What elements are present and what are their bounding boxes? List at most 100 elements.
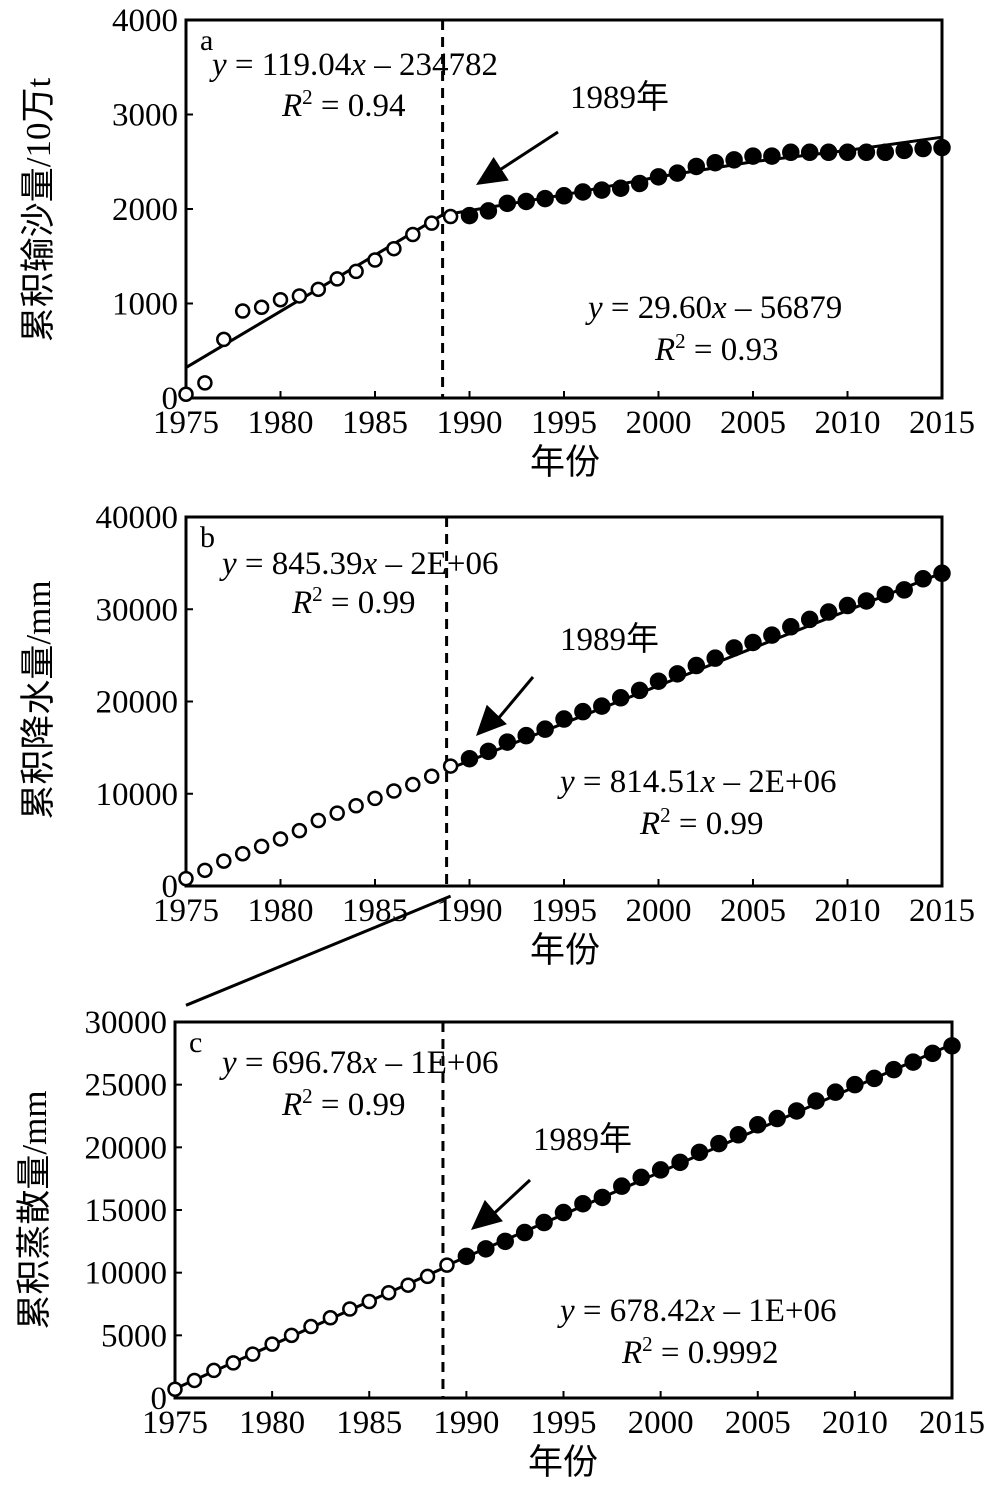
regression-equation-after: y = 678.42x – 1E+06	[557, 1293, 836, 1329]
data-point-after-1989	[846, 1075, 864, 1094]
data-point-before-1989	[253, 838, 270, 855]
break-year-label: 1989年	[570, 79, 669, 116]
data-point-after-1989	[819, 143, 838, 162]
y-tick-label: 2000	[112, 192, 178, 228]
data-point-before-1989	[216, 853, 232, 869]
data-point-after-1989	[933, 138, 951, 157]
x-tick-label: 1975	[153, 405, 219, 441]
data-point-before-1989	[216, 331, 232, 348]
data-point-after-1989	[555, 710, 573, 728]
data-point-before-1989	[310, 812, 327, 829]
y-tick-label: 10000	[96, 777, 179, 813]
y-tick-label: 25000	[85, 1068, 168, 1104]
data-point-before-1989	[234, 303, 251, 319]
data-point-after-1989	[593, 181, 611, 199]
data-point-before-1989	[197, 375, 213, 391]
y-tick-label: 20000	[96, 685, 179, 721]
data-point-after-1989	[763, 626, 781, 644]
data-point-before-1989	[423, 768, 440, 784]
data-point-after-1989	[800, 143, 819, 162]
y-axis-title: 累积输沙量/10万t	[19, 78, 58, 343]
r-squared-before: R2 = 0.99	[291, 582, 416, 621]
r-squared-before: R2 = 0.94	[281, 85, 406, 124]
data-point-after-1989	[477, 1240, 495, 1258]
x-tick-label: 1975	[153, 893, 219, 929]
data-point-before-1989	[405, 776, 421, 793]
r-squared-after: R2 = 0.9992	[621, 1332, 779, 1371]
data-point-before-1989	[442, 208, 459, 225]
arrow-head	[476, 156, 509, 185]
data-point-before-1989	[178, 386, 194, 402]
data-point-after-1989	[651, 1161, 670, 1179]
data-point-after-1989	[668, 665, 687, 683]
data-point-after-1989	[574, 702, 592, 721]
data-point-after-1989	[895, 581, 913, 599]
data-point-before-1989	[264, 1336, 280, 1352]
data-point-after-1989	[744, 147, 762, 165]
fit-line-1	[185, 894, 452, 1007]
data-point-after-1989	[923, 1044, 942, 1063]
data-point-before-1989	[386, 783, 402, 799]
data-point-after-1989	[819, 603, 838, 621]
x-tick-label: 2015	[919, 1405, 985, 1441]
y-tick-label: 0	[162, 381, 179, 417]
data-point-after-1989	[479, 202, 498, 220]
data-point-after-1989	[517, 192, 535, 211]
data-point-after-1989	[943, 1037, 961, 1055]
data-point-before-1989	[329, 805, 345, 821]
y-tick-label: 0	[151, 1381, 168, 1417]
data-point-before-1989	[348, 797, 364, 814]
regression-equation-after: y = 814.51x – 2E+06	[557, 764, 836, 800]
data-point-after-1989	[555, 187, 573, 205]
data-point-after-1989	[611, 179, 630, 197]
data-point-before-1989	[400, 1277, 416, 1293]
x-tick-label: 1990	[433, 1405, 499, 1441]
y-tick-label: 5000	[101, 1318, 167, 1354]
data-point-after-1989	[593, 697, 611, 715]
x-tick-label: 2015	[909, 405, 975, 441]
data-point-before-1989	[442, 758, 459, 774]
data-point-after-1989	[744, 633, 762, 652]
data-point-after-1989	[536, 720, 554, 738]
data-point-after-1989	[649, 168, 668, 186]
data-point-before-1989	[342, 1301, 358, 1317]
data-point-after-1989	[807, 1092, 825, 1110]
y-axis-title: 累积降水量/mm	[19, 580, 58, 819]
data-point-after-1989	[884, 1060, 903, 1079]
data-point-after-1989	[457, 1247, 476, 1266]
data-point-after-1989	[876, 585, 895, 604]
data-point-after-1989	[933, 564, 951, 583]
data-point-before-1989	[234, 845, 251, 862]
data-point-after-1989	[729, 1126, 748, 1144]
data-point-before-1989	[283, 1327, 300, 1344]
break-year-label: 1989年	[533, 1121, 632, 1158]
data-point-after-1989	[838, 143, 857, 162]
arrow-shaft	[491, 130, 559, 177]
x-tick-label: 2000	[626, 893, 692, 929]
panel-letter: c	[189, 1026, 202, 1059]
y-tick-label: 1000	[112, 287, 178, 323]
data-point-before-1989	[206, 1362, 222, 1379]
y-tick-label: 10000	[85, 1256, 168, 1292]
data-point-before-1989	[303, 1318, 319, 1335]
data-point-after-1989	[865, 1069, 884, 1088]
data-point-after-1989	[460, 206, 479, 225]
data-point-after-1989	[725, 151, 743, 169]
y-tick-label: 40000	[96, 500, 179, 536]
arrow-head	[471, 1199, 503, 1230]
data-point-before-1989	[291, 288, 308, 304]
regression-equation-before: y = 696.78x – 1E+06	[219, 1045, 498, 1081]
break-year-label: 1989年	[560, 621, 659, 658]
y-tick-label: 15000	[85, 1193, 168, 1229]
x-tick-label: 2000	[626, 405, 692, 441]
x-tick-label: 2000	[628, 1405, 694, 1441]
data-point-before-1989	[367, 790, 383, 807]
x-tick-label: 1995	[531, 1405, 597, 1441]
data-point-after-1989	[914, 570, 932, 588]
x-tick-label: 1975	[142, 1405, 208, 1441]
chart-panel-a: 0 1000 2000 3000 4000 1975 1980 1985 1990 1995 200…	[19, 3, 975, 482]
data-point-after-1989	[630, 681, 649, 700]
data-point-before-1989	[253, 299, 270, 316]
x-tick-label: 2010	[822, 1405, 888, 1441]
